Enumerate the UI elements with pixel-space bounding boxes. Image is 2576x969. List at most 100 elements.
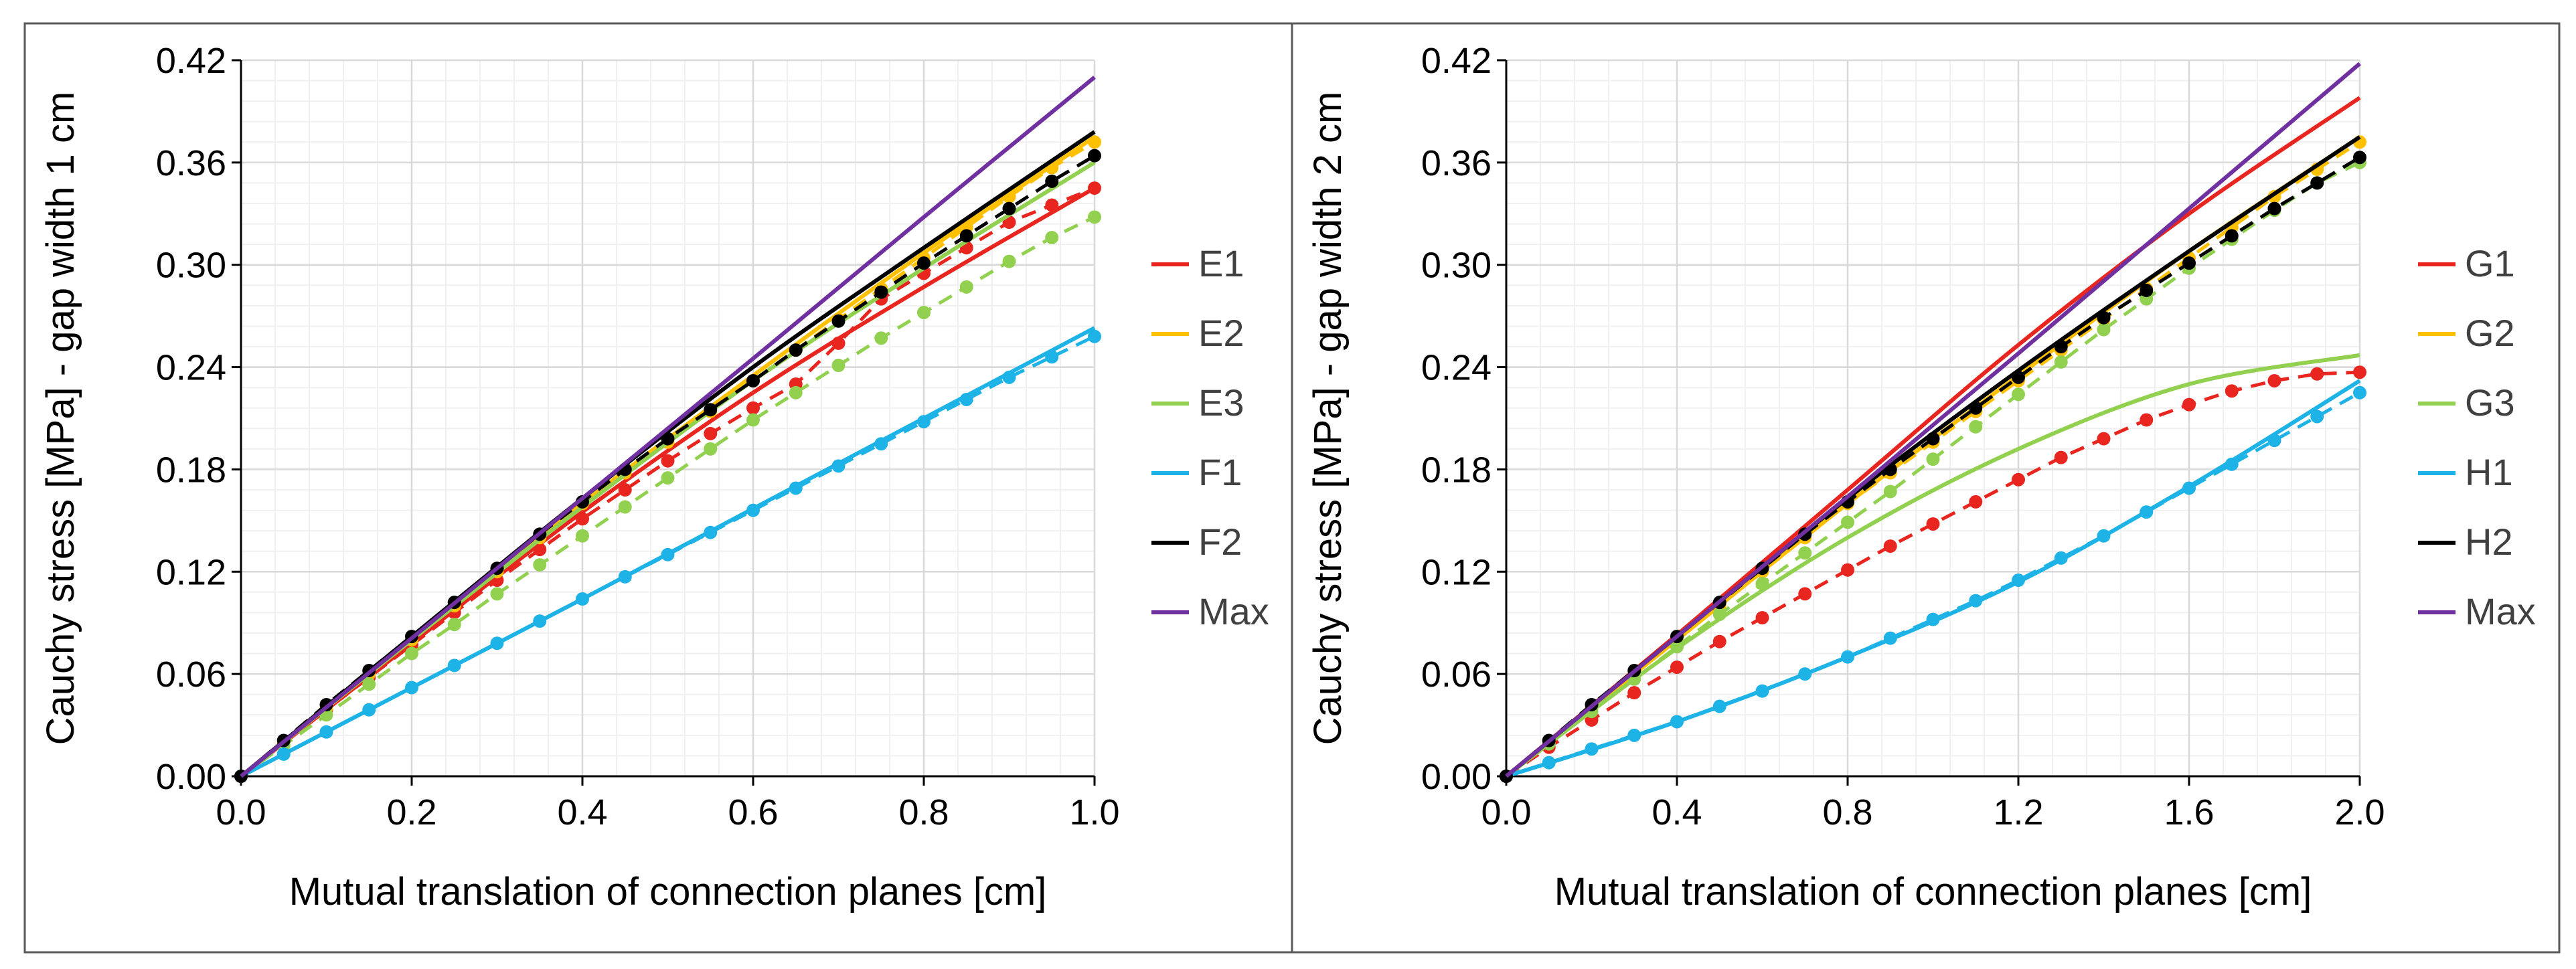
x-tick-label: 0.2 — [386, 792, 436, 832]
legend-label: E2 — [1198, 312, 1244, 354]
data-point — [490, 636, 504, 650]
data-point — [2182, 481, 2196, 495]
data-point — [1002, 254, 1016, 268]
legend-label: F1 — [1198, 451, 1242, 493]
data-point — [1045, 174, 1059, 188]
data-point — [1969, 495, 1983, 509]
data-point — [1002, 201, 1016, 215]
x-tick-label: 1.6 — [2164, 792, 2214, 832]
data-point — [618, 483, 632, 497]
data-point — [1841, 563, 1854, 577]
data-point — [2097, 432, 2111, 446]
data-point — [704, 403, 718, 417]
data-point — [276, 747, 291, 761]
data-point — [1542, 756, 1556, 770]
data-point — [874, 331, 888, 345]
data-point — [1926, 612, 1940, 626]
data-point — [746, 373, 760, 387]
series-max — [1505, 62, 2361, 778]
data-point — [2012, 387, 2025, 402]
x-axis-label: Mutual translation of connection planes … — [1554, 870, 2312, 913]
data-point — [1088, 329, 1101, 343]
data-point — [959, 229, 973, 243]
series-g3 — [1500, 155, 2366, 783]
data-point — [2310, 367, 2324, 381]
x-tick-label: 1.0 — [1069, 792, 1119, 832]
data-point — [405, 646, 418, 660]
y-axis-label: Cauchy stress [MPa] - gap width 2 cm — [1306, 92, 1350, 745]
y-tick-label: 0.24 — [1421, 348, 1492, 388]
data-point — [746, 401, 760, 415]
data-point — [831, 336, 846, 350]
y-tick-label: 0.24 — [156, 348, 226, 388]
data-line-f1 — [240, 335, 1096, 778]
data-point — [1627, 686, 1641, 700]
legend-label: G3 — [2465, 381, 2515, 424]
data-point — [661, 547, 675, 561]
data-point — [917, 256, 931, 270]
series-h1 — [1500, 379, 2366, 783]
data-point — [1670, 640, 1684, 654]
x-tick-label: 0.0 — [216, 792, 266, 832]
data-point — [917, 415, 931, 429]
data-point — [2225, 229, 2239, 243]
legend-label: G1 — [2465, 242, 2515, 284]
data-point — [2182, 256, 2196, 270]
data-point — [1045, 230, 1059, 244]
fit-line-max — [240, 76, 1096, 778]
chart-left: 0.0 0.2 0.4 0.6 0.8 1.0 0.00 0.06 0.12 0.18 0.24 0.… — [39, 41, 1269, 913]
data-point — [2267, 434, 2281, 448]
data-point — [1002, 370, 1016, 384]
data-point — [618, 500, 632, 514]
data-point — [447, 618, 461, 632]
data-point — [661, 432, 675, 446]
series-max — [240, 76, 1096, 778]
y-tick-label: 0.30 — [156, 246, 226, 286]
data-point — [2140, 283, 2154, 297]
y-tick-label: 0.06 — [1421, 654, 1492, 695]
data-point — [1088, 149, 1101, 163]
legend-label: F2 — [1198, 521, 1242, 563]
data-point — [2012, 574, 2025, 588]
data-point — [1883, 539, 1897, 553]
data-point — [2097, 529, 2111, 543]
x-tick-label: 1.2 — [1993, 792, 2043, 832]
data-point — [831, 359, 846, 373]
data-point — [1755, 611, 1769, 625]
data-point — [874, 285, 888, 299]
data-point — [1926, 517, 1940, 531]
data-point — [874, 437, 888, 451]
data-point — [831, 459, 846, 473]
data-point — [576, 512, 589, 526]
data-point — [362, 677, 376, 691]
y-tick-label: 0.42 — [1421, 41, 1492, 81]
data-point — [704, 426, 718, 440]
data-point — [2012, 370, 2025, 384]
data-point — [1088, 135, 1101, 149]
data-point — [2097, 311, 2111, 325]
legend-label: Max — [1198, 590, 1269, 632]
data-point — [2182, 398, 2196, 412]
y-tick-label: 0.18 — [156, 450, 226, 490]
data-point — [1841, 515, 1854, 529]
y-tick-label: 0.42 — [156, 41, 226, 81]
data-point — [2267, 373, 2281, 387]
data-point — [1045, 350, 1059, 364]
y-tick-label: 0.12 — [156, 552, 226, 592]
data-point — [1841, 650, 1854, 664]
data-point — [917, 306, 931, 320]
data-point — [2054, 340, 2068, 353]
data-point — [661, 454, 675, 468]
y-tick-label: 0.36 — [156, 143, 226, 183]
y-tick-label: 0.00 — [156, 757, 226, 797]
data-point — [2054, 355, 2068, 369]
y-tick-label: 0.12 — [1421, 552, 1492, 592]
x-tick-label: 0.0 — [1481, 792, 1531, 832]
data-point — [1969, 420, 1983, 434]
data-point — [1088, 210, 1101, 224]
legend-label: H1 — [2465, 451, 2513, 493]
data-point — [490, 587, 504, 601]
data-point — [746, 503, 760, 517]
data-point — [704, 525, 718, 539]
